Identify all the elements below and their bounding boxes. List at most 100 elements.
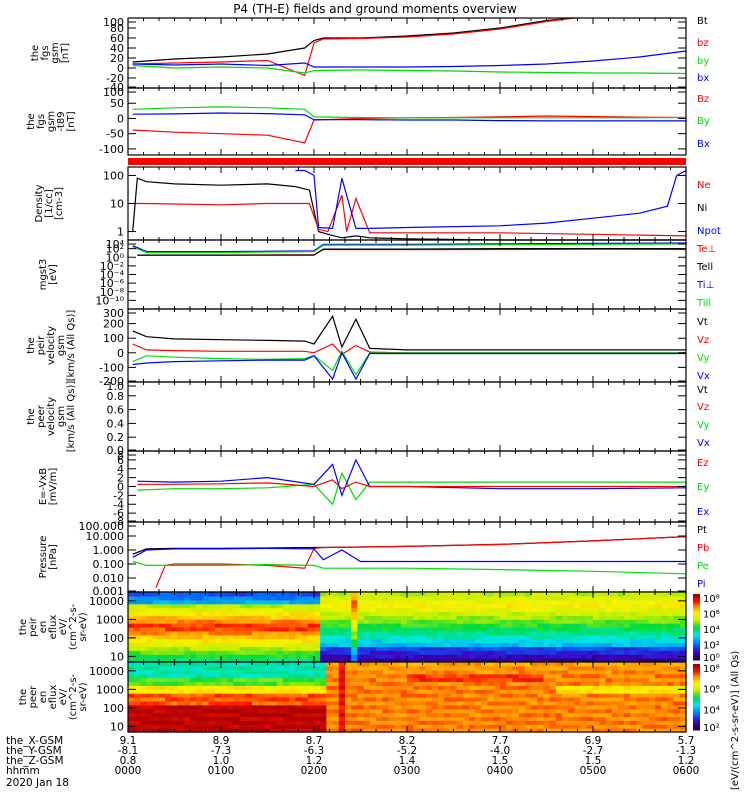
spectrogram-cell bbox=[382, 674, 389, 679]
spectrogram-cell bbox=[326, 713, 333, 718]
spectrogram-cell bbox=[630, 627, 637, 632]
spectrogram-cell bbox=[252, 713, 259, 718]
footer-value: 0500 bbox=[580, 765, 607, 777]
spectrogram-cell bbox=[419, 635, 426, 640]
spectrogram-cell bbox=[674, 666, 681, 671]
spectrogram-cell bbox=[258, 600, 265, 605]
spectrogram-cell bbox=[364, 670, 371, 675]
spectrogram-cell bbox=[376, 689, 383, 694]
spectrogram-cell bbox=[475, 685, 482, 690]
spectrogram-cell bbox=[159, 619, 166, 624]
spectrogram-cell bbox=[543, 670, 550, 675]
spectrogram-cell bbox=[630, 720, 637, 725]
spectrogram-cell bbox=[258, 631, 265, 636]
spectrogram-cell bbox=[202, 631, 209, 636]
spectrogram-cell bbox=[209, 615, 216, 620]
spectrogram-cell bbox=[438, 705, 445, 710]
spectrogram-cell bbox=[153, 724, 160, 729]
spectrogram-cell bbox=[159, 654, 166, 659]
spectrogram-cell bbox=[574, 608, 581, 613]
spectrogram-cell bbox=[444, 678, 451, 683]
spectrogram-cell bbox=[357, 713, 364, 718]
spectrogram-cell bbox=[184, 600, 191, 605]
spectrogram-cell bbox=[345, 685, 352, 690]
spectrogram-cell bbox=[556, 674, 563, 679]
legend-Pb: Pb bbox=[697, 543, 709, 554]
spectrogram-cell bbox=[289, 650, 296, 655]
spectrogram-cell bbox=[574, 600, 581, 605]
spectrogram-cell bbox=[438, 635, 445, 640]
spectrogram-cell bbox=[140, 724, 147, 729]
spectrogram-cell bbox=[630, 600, 637, 605]
spectrogram-cell bbox=[500, 635, 507, 640]
spectrogram-cell bbox=[419, 693, 426, 698]
spectrogram-cell bbox=[426, 705, 433, 710]
spectrogram-cell bbox=[240, 615, 247, 620]
spectrogram-cell bbox=[562, 697, 569, 702]
spectrogram-cell bbox=[413, 666, 420, 671]
spectrogram-cell bbox=[326, 674, 333, 679]
spectrogram-cell bbox=[153, 627, 160, 632]
spectrogram-cell bbox=[481, 639, 488, 644]
spectrogram-cell bbox=[432, 615, 439, 620]
spectrogram-cell bbox=[537, 627, 544, 632]
spectrogram-cell bbox=[444, 689, 451, 694]
spectrogram-cell bbox=[382, 713, 389, 718]
spectrogram-cell bbox=[178, 635, 185, 640]
spectrogram-cell bbox=[271, 674, 278, 679]
spectrogram-cell bbox=[140, 705, 147, 710]
spectrogram-cell bbox=[587, 643, 594, 648]
spectrogram-cell bbox=[128, 701, 135, 706]
spectrogram-cell bbox=[624, 650, 631, 655]
spectrogram-cell bbox=[568, 592, 575, 597]
spectrogram-cell bbox=[333, 600, 340, 605]
spectrogram-cell bbox=[537, 697, 544, 702]
spectrogram-cell bbox=[153, 705, 160, 710]
spectrogram-cell bbox=[655, 678, 662, 683]
spectrogram-cell bbox=[388, 709, 395, 714]
spectrogram-cell bbox=[240, 689, 247, 694]
spectrogram-cell bbox=[246, 615, 253, 620]
spectrogram-cell bbox=[587, 608, 594, 613]
spectrogram-cell bbox=[184, 705, 191, 710]
spectrogram-cell bbox=[128, 623, 135, 628]
spectrogram-cell bbox=[537, 701, 544, 706]
spectrogram-cell bbox=[382, 600, 389, 605]
spectrogram-cell bbox=[289, 619, 296, 624]
spectrogram-cell bbox=[457, 635, 464, 640]
footer-value: 0200 bbox=[301, 765, 328, 777]
spectrogram-cell bbox=[190, 596, 197, 601]
spectrogram-cell bbox=[649, 697, 656, 702]
spectrogram-cell bbox=[568, 662, 575, 667]
spectrogram-cell bbox=[295, 619, 302, 624]
spectrogram-cell bbox=[326, 724, 333, 729]
spectrogram-cell bbox=[550, 678, 557, 683]
spectrogram-cell bbox=[333, 643, 340, 648]
spectrogram-cell bbox=[140, 627, 147, 632]
spectrogram-cell bbox=[246, 627, 253, 632]
spectrogram-cell bbox=[134, 623, 141, 628]
spectrogram-cell bbox=[407, 697, 414, 702]
spectrogram-cell bbox=[271, 720, 278, 725]
spectrogram-cell bbox=[264, 631, 271, 636]
spectrogram-cell bbox=[308, 685, 315, 690]
spectrogram-cell bbox=[581, 615, 588, 620]
spectrogram-cell bbox=[537, 596, 544, 601]
spectrogram-cell bbox=[345, 604, 352, 609]
spectrogram-cell bbox=[196, 639, 203, 644]
spectrogram-cell bbox=[488, 701, 495, 706]
spectrogram-cell bbox=[419, 666, 426, 671]
spectrogram-cell bbox=[308, 631, 315, 636]
spectrogram-cell bbox=[252, 689, 259, 694]
spectrogram-cell bbox=[171, 701, 178, 706]
spectrogram-cell bbox=[494, 600, 501, 605]
spectrogram-cell bbox=[240, 705, 247, 710]
spectrogram-cell bbox=[401, 685, 408, 690]
spectrogram-cell bbox=[444, 639, 451, 644]
spectrogram-cell bbox=[221, 643, 228, 648]
spectrogram-cell bbox=[165, 596, 172, 601]
spectrogram-cell bbox=[481, 685, 488, 690]
spectrogram-cell bbox=[364, 631, 371, 636]
spectrogram-cell bbox=[364, 697, 371, 702]
spectrogram-cell bbox=[537, 639, 544, 644]
